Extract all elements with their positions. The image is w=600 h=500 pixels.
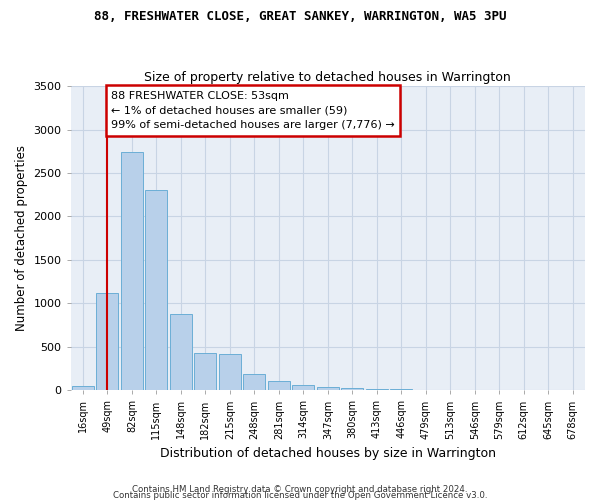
Text: 88 FRESHWATER CLOSE: 53sqm
← 1% of detached houses are smaller (59)
99% of semi-: 88 FRESHWATER CLOSE: 53sqm ← 1% of detac… [111,90,395,130]
Bar [170,314,192,390]
Bar [145,190,167,390]
Bar [317,387,339,390]
Bar [194,353,217,391]
Y-axis label: Number of detached properties: Number of detached properties [15,145,28,331]
Bar [268,381,290,390]
Bar [292,385,314,390]
Text: Contains public sector information licensed under the Open Government Licence v3: Contains public sector information licen… [113,490,487,500]
X-axis label: Distribution of detached houses by size in Warrington: Distribution of detached houses by size … [160,447,496,460]
Bar [72,386,94,390]
Title: Size of property relative to detached houses in Warrington: Size of property relative to detached ho… [145,70,511,84]
Bar [366,388,388,390]
Text: Contains HM Land Registry data © Crown copyright and database right 2024.: Contains HM Land Registry data © Crown c… [132,484,468,494]
Bar [121,152,143,390]
Bar [97,293,118,390]
Text: 88, FRESHWATER CLOSE, GREAT SANKEY, WARRINGTON, WA5 3PU: 88, FRESHWATER CLOSE, GREAT SANKEY, WARR… [94,10,506,23]
Bar [219,354,241,391]
Bar [341,388,364,390]
Bar [244,374,265,390]
